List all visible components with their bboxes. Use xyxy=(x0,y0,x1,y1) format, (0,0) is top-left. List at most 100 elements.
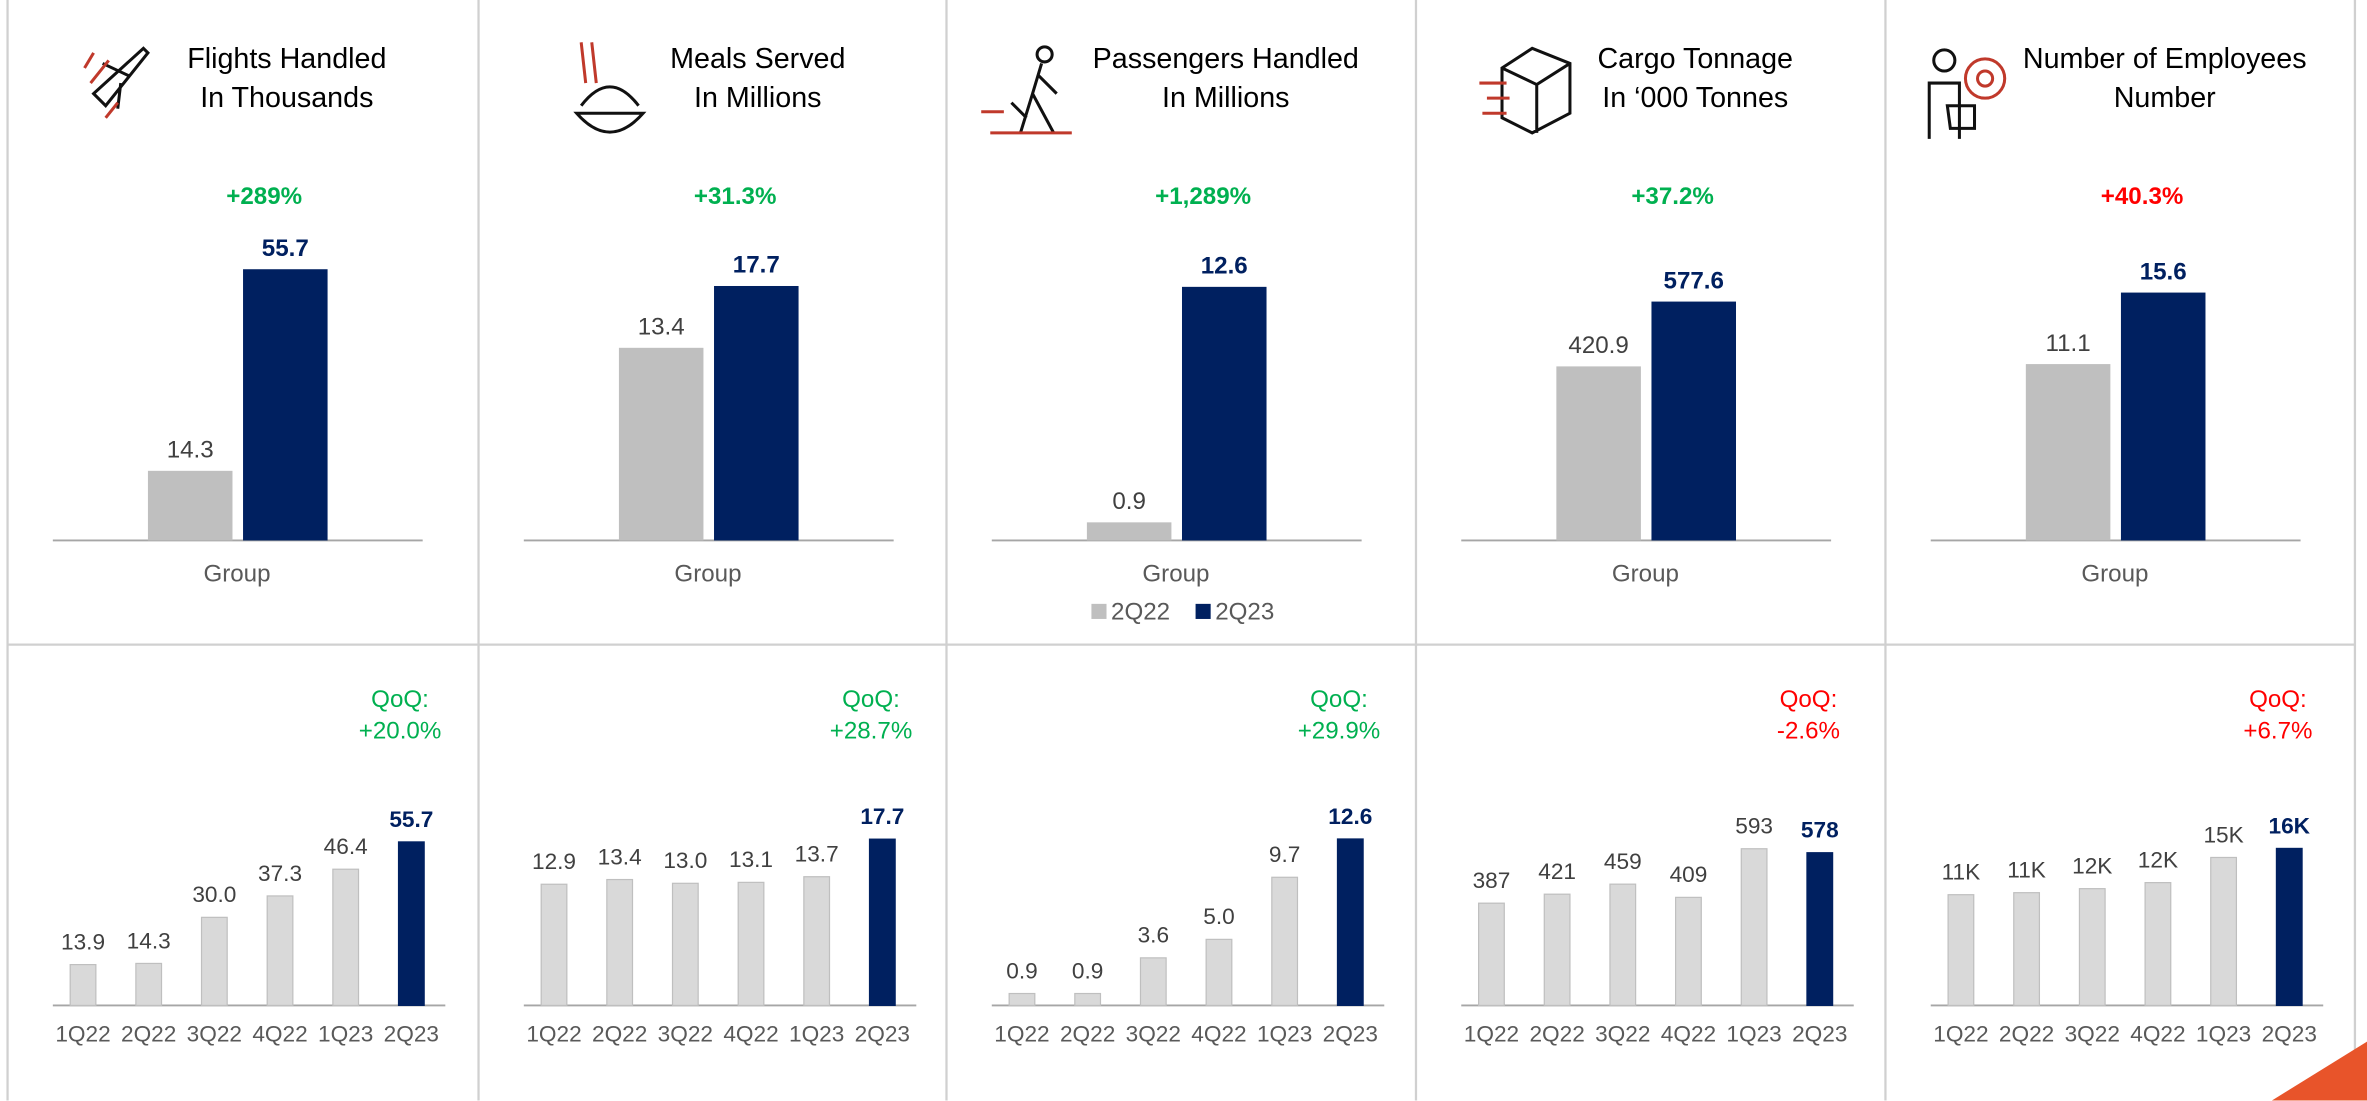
employee-icon xyxy=(1927,48,2007,139)
panel-title: Cargo Tonnage xyxy=(1597,43,1793,75)
growth-label: +1,289% xyxy=(1155,183,1251,210)
qoq-label: +20.0% xyxy=(359,718,442,745)
bar xyxy=(1651,301,1737,541)
bar xyxy=(714,285,799,541)
bar xyxy=(1806,852,1834,1007)
qoq-label: +28.7% xyxy=(830,718,913,745)
value-label: 459 xyxy=(1604,849,1642,874)
legend-label: 2Q22 xyxy=(1111,598,1170,625)
panel-title: Passengers Handled xyxy=(1093,43,1359,75)
value-label: 55.7 xyxy=(262,235,309,262)
bar xyxy=(1336,838,1364,1007)
panel-title: Number of Employees xyxy=(2023,43,2307,75)
value-label: 11.1 xyxy=(2046,330,2091,357)
panel-title: Meals Served xyxy=(670,43,845,75)
panel-grid xyxy=(6,0,2357,1101)
value-label: 12K xyxy=(2138,847,2178,872)
panel-title: In Millions xyxy=(1162,82,1289,114)
bar xyxy=(606,878,634,1007)
category-label: 1Q22 xyxy=(1464,1022,1519,1047)
legend-label: 2Q23 xyxy=(1215,598,1274,625)
category-label: 1Q22 xyxy=(1933,1022,1988,1047)
value-label: 14.3 xyxy=(127,928,171,953)
category-label: 2Q23 xyxy=(855,1022,910,1047)
value-label: 12.9 xyxy=(532,849,576,874)
meal-icon xyxy=(573,42,647,134)
panel-title: In Millions xyxy=(694,82,821,114)
bar xyxy=(135,962,163,1007)
growth-label: +289% xyxy=(226,183,302,210)
category-label: 2Q22 xyxy=(592,1022,647,1047)
value-label: 12.6 xyxy=(1201,253,1248,280)
cargo-icon xyxy=(1479,46,1572,135)
panel-title: In Thousands xyxy=(200,82,373,114)
value-label: 578 xyxy=(1801,818,1839,843)
growth-label: +31.3% xyxy=(694,183,777,210)
category-label: 2Q22 xyxy=(1999,1022,2054,1047)
value-label: 15K xyxy=(2203,822,2243,847)
legend-swatch xyxy=(1091,603,1107,619)
bar xyxy=(2078,888,2106,1007)
qoq-label: QoQ: xyxy=(842,686,900,713)
panel-title: Number xyxy=(2114,82,2216,114)
value-label: 13.1 xyxy=(729,847,773,872)
qoq-label: -2.6% xyxy=(1777,718,1840,745)
bar xyxy=(1181,286,1267,541)
bar xyxy=(332,868,360,1007)
value-label: 13.4 xyxy=(638,314,685,341)
category-label: 4Q22 xyxy=(2130,1022,2185,1047)
passenger-icon xyxy=(981,45,1072,135)
value-label: 0.9 xyxy=(1112,488,1146,515)
category-label: 4Q22 xyxy=(252,1022,307,1047)
bar xyxy=(1675,896,1702,1007)
corner-decoration xyxy=(2271,1041,2367,1101)
category-label: 1Q22 xyxy=(55,1022,110,1047)
value-label: 9.7 xyxy=(1269,842,1300,867)
value-label: 14.3 xyxy=(167,437,214,464)
bar xyxy=(147,470,233,541)
category-label: 1Q22 xyxy=(994,1022,1049,1047)
category-label: 2Q23 xyxy=(384,1022,439,1047)
panel-title: In ‘000 Tonnes xyxy=(1602,82,1788,114)
category-label: 1Q23 xyxy=(1257,1022,1312,1047)
bar xyxy=(1271,876,1299,1007)
bar xyxy=(1008,992,1036,1007)
qoq-label: +29.9% xyxy=(1298,718,1381,745)
bar xyxy=(618,347,704,541)
bar xyxy=(1740,848,1768,1007)
category-label: 2Q23 xyxy=(2262,1022,2317,1047)
value-label: 11K xyxy=(2007,858,2046,883)
category-label: 3Q22 xyxy=(187,1022,242,1047)
bar xyxy=(200,916,228,1007)
value-label: 11K xyxy=(1942,860,1981,885)
value-label: 5.0 xyxy=(1203,904,1234,929)
bar xyxy=(1543,893,1571,1007)
value-label: 3.6 xyxy=(1138,923,1169,948)
growth-label: +37.2% xyxy=(1631,183,1714,210)
value-label: 420.9 xyxy=(1568,332,1628,359)
category-label: 4Q22 xyxy=(1661,1022,1716,1047)
bar xyxy=(2144,882,2172,1007)
qoq-label: QoQ: xyxy=(371,686,429,713)
bar xyxy=(1074,992,1102,1007)
plane-icon xyxy=(83,46,150,119)
category-label: 1Q23 xyxy=(789,1022,844,1047)
value-label: 30.0 xyxy=(192,882,236,907)
bar xyxy=(1556,366,1641,541)
value-label: 37.3 xyxy=(258,861,302,886)
bar xyxy=(2275,847,2303,1007)
value-label: 409 xyxy=(1670,862,1708,887)
icons xyxy=(83,42,2007,139)
value-label: 13.4 xyxy=(598,844,642,869)
value-label: 17.7 xyxy=(860,804,904,829)
bar xyxy=(1205,938,1233,1007)
category-label: Group xyxy=(1142,561,1209,588)
category-label: Group xyxy=(674,561,741,588)
bar xyxy=(2025,364,2111,541)
value-label: 387 xyxy=(1473,868,1511,893)
bar xyxy=(2210,856,2238,1007)
bar xyxy=(671,882,699,1007)
value-label: 577.6 xyxy=(1664,267,1724,294)
